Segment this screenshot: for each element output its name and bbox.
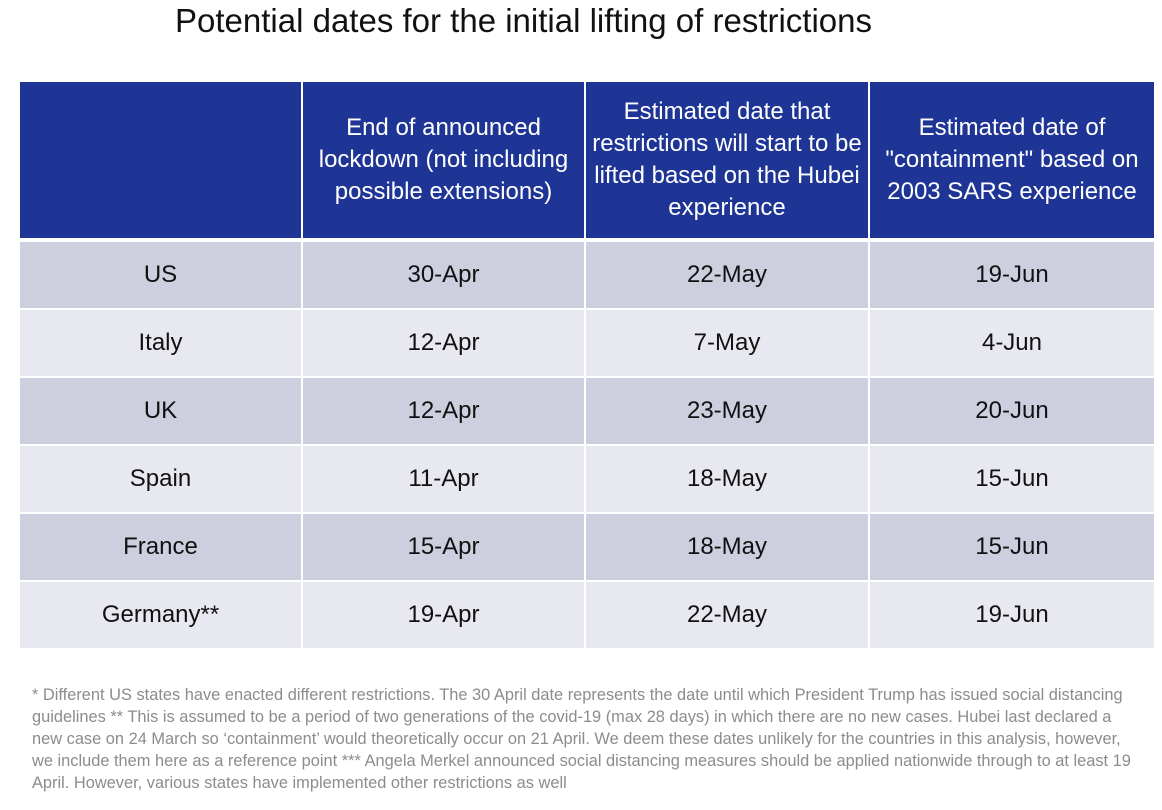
country-cell: Germany** (20, 582, 303, 650)
country-cell: Spain (20, 446, 303, 514)
country-cell: US (20, 242, 303, 310)
containment-date-cell: 20-Jun (870, 378, 1154, 446)
table-row: Italy 12-Apr 7-May 4-Jun (20, 310, 1154, 378)
header-country (20, 82, 303, 242)
table-row: US 30-Apr 22-May 19-Jun (20, 242, 1154, 310)
hubei-date-cell: 22-May (586, 242, 870, 310)
footnote: * Different US states have enacted diffe… (32, 686, 1131, 792)
containment-date-cell: 15-Jun (870, 446, 1154, 514)
header-sars-containment: Estimated date of "containment" based on… (870, 82, 1154, 242)
table-row: UK 12-Apr 23-May 20-Jun (20, 378, 1154, 446)
hubei-date-cell: 23-May (586, 378, 870, 446)
header-end-of-lockdown: End of announced lockdown (not including… (303, 82, 586, 242)
hubei-date-cell: 18-May (586, 446, 870, 514)
table-header-row: End of announced lockdown (not including… (20, 82, 1154, 242)
lockdown-end-cell: 12-Apr (303, 310, 586, 378)
lockdown-end-cell: 15-Apr (303, 514, 586, 582)
hubei-date-cell: 22-May (586, 582, 870, 650)
containment-date-cell: 19-Jun (870, 582, 1154, 650)
lockdown-end-cell: 12-Apr (303, 378, 586, 446)
table-row: France 15-Apr 18-May 15-Jun (20, 514, 1154, 582)
country-cell: UK (20, 378, 303, 446)
table-row: Spain 11-Apr 18-May 15-Jun (20, 446, 1154, 514)
country-cell: Italy (20, 310, 303, 378)
containment-date-cell: 19-Jun (870, 242, 1154, 310)
containment-date-cell: 15-Jun (870, 514, 1154, 582)
containment-date-cell: 4-Jun (870, 310, 1154, 378)
page-title: Potential dates for the initial lifting … (175, 2, 873, 39)
dates-table: End of announced lockdown (not including… (20, 82, 1154, 650)
lockdown-end-cell: 30-Apr (303, 242, 586, 310)
header-hubei-estimate: Estimated date that restrictions will st… (586, 82, 870, 242)
lockdown-end-cell: 19-Apr (303, 582, 586, 650)
hubei-date-cell: 7-May (586, 310, 870, 378)
hubei-date-cell: 18-May (586, 514, 870, 582)
lockdown-end-cell: 11-Apr (303, 446, 586, 514)
country-cell: France (20, 514, 303, 582)
table-row: Germany** 19-Apr 22-May 19-Jun (20, 582, 1154, 650)
